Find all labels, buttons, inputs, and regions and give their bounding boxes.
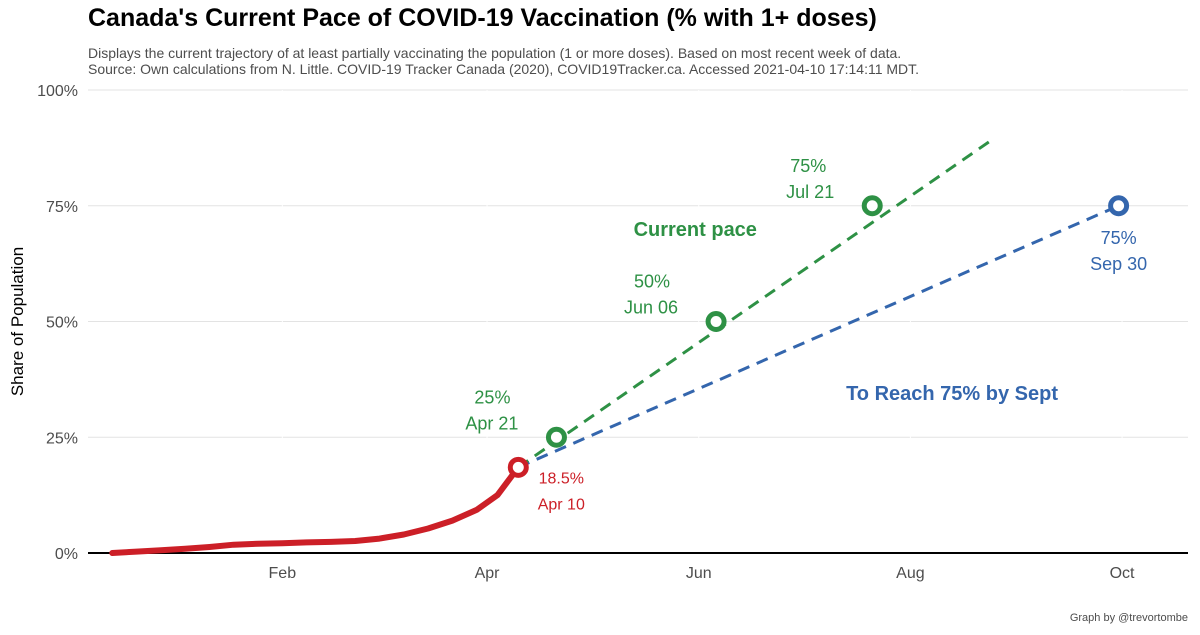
y-tick-label: 75% xyxy=(46,199,78,216)
subtitle-source: Source: Own calculations from N. Little.… xyxy=(88,61,920,77)
milestone-value-label: 75% xyxy=(1101,228,1137,248)
milestone-value-label: 25% xyxy=(474,387,510,407)
y-axis-title: Share of Population xyxy=(8,247,27,396)
x-tick-label: Jun xyxy=(686,565,712,582)
milestone-marker xyxy=(1108,195,1130,217)
x-tick-label: Apr xyxy=(475,565,501,582)
actual-vaccination-line xyxy=(109,464,522,556)
y-tick-label: 100% xyxy=(37,83,78,100)
chart-title: Canada's Current Pace of COVID-19 Vaccin… xyxy=(88,4,877,32)
milestone-value-label: 75% xyxy=(790,156,826,176)
chart-subtitle: Displays the current trajectory of at le… xyxy=(88,45,919,77)
milestone-value-label: 50% xyxy=(634,272,670,292)
milestone-date-label: Sep 30 xyxy=(1090,254,1147,274)
milestone-date-label: Apr 21 xyxy=(465,413,518,433)
milestone-marker xyxy=(507,456,529,478)
subtitle-description: Displays the current trajectory of at le… xyxy=(88,45,902,61)
x-tick-label: Aug xyxy=(896,565,924,582)
series-annotation: To Reach 75% by Sept xyxy=(846,383,1058,405)
x-tick-label: Feb xyxy=(269,565,297,582)
y-tick-label: 50% xyxy=(46,315,78,332)
milestone-date-label: Jul 21 xyxy=(786,182,834,202)
y-tick-label: 0% xyxy=(55,546,78,563)
milestone-date-label: Jun 06 xyxy=(624,298,678,318)
y-tick-label: 25% xyxy=(46,430,78,447)
x-tick-label: Oct xyxy=(1110,565,1135,582)
milestone-marker xyxy=(545,426,567,448)
series-annotation: Current pace xyxy=(634,219,757,241)
milestone-marker xyxy=(705,311,727,332)
target-projection-line xyxy=(517,204,1120,469)
graph-credit: Graph by @trevortombe xyxy=(1069,612,1188,624)
milestone-date-label: Apr 10 xyxy=(538,496,585,513)
current-pace-projection-line xyxy=(517,137,995,469)
milestone-value-label: 18.5% xyxy=(539,470,584,487)
milestone-marker xyxy=(861,195,883,217)
